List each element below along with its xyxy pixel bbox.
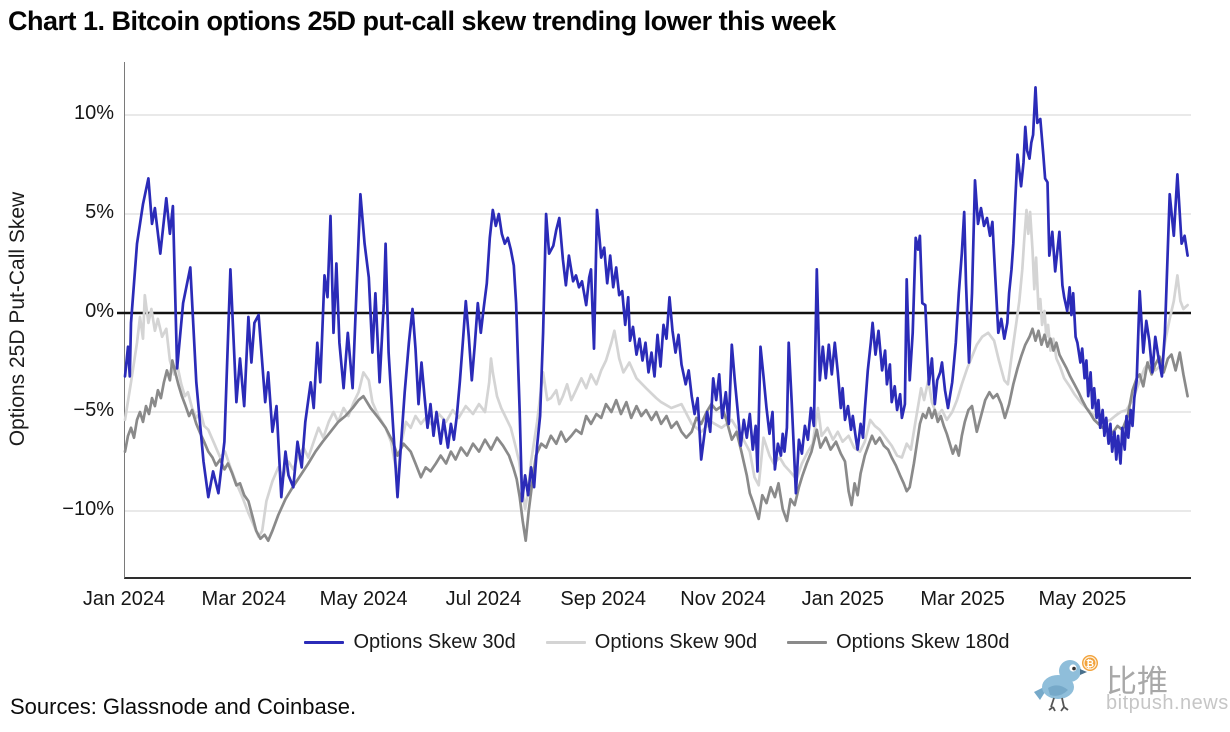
sources-note: Sources: Glassnode and Coinbase. — [10, 694, 357, 719]
legend-item-90d: Options Skew 90d — [545, 631, 758, 654]
x-tick-label: Jan 2024 — [82, 588, 166, 610]
y-tick-label: 0% — [85, 300, 114, 322]
svg-text:₿: ₿ — [1086, 658, 1094, 670]
watermark-cn-text: 比推 — [1106, 664, 1168, 699]
legend-item-180d: Options Skew 180d — [787, 631, 1010, 654]
bird-with-bitcoin-icon: ₿ — [1034, 655, 1098, 712]
bitpush-watermark: ₿ 比推 bitpush.news — [1030, 652, 1229, 726]
legend-label-30d: Options Skew 30d — [353, 631, 516, 653]
legend-label-180d: Options Skew 180d — [836, 631, 1010, 653]
x-tick-label: Mar 2025 — [920, 588, 1005, 610]
x-tick-label: May 2024 — [319, 588, 408, 610]
legend-swatch-30d — [304, 640, 345, 645]
x-tick-label: Sep 2024 — [560, 588, 646, 610]
legend-swatch-180d — [787, 640, 828, 645]
y-tick-label: 10% — [73, 102, 114, 124]
chart-legend: Options Skew 30d Options Skew 90d Option… — [124, 631, 1190, 654]
y-tick-label: 5% — [85, 201, 114, 223]
legend-swatch-90d — [545, 640, 586, 645]
x-tick-label: Jul 2024 — [445, 588, 522, 610]
watermark-domain-text: bitpush.news — [1106, 692, 1229, 714]
y-tick-label: −10% — [62, 498, 114, 520]
legend-item-30d: Options Skew 30d — [304, 631, 516, 654]
y-axis-title: Options 25D Put-Call Skew — [6, 191, 29, 447]
plot-area — [117, 62, 1191, 579]
x-tick-label: Mar 2024 — [201, 588, 287, 610]
x-tick-label: Jan 2025 — [801, 588, 884, 610]
y-tick-label: −5% — [73, 399, 114, 421]
chart-title: Chart 1. Bitcoin options 25D put-call sk… — [8, 6, 836, 36]
x-tick-label: May 2025 — [1038, 588, 1127, 610]
legend-label-90d: Options Skew 90d — [594, 631, 758, 653]
x-tick-label: Nov 2024 — [680, 588, 766, 610]
